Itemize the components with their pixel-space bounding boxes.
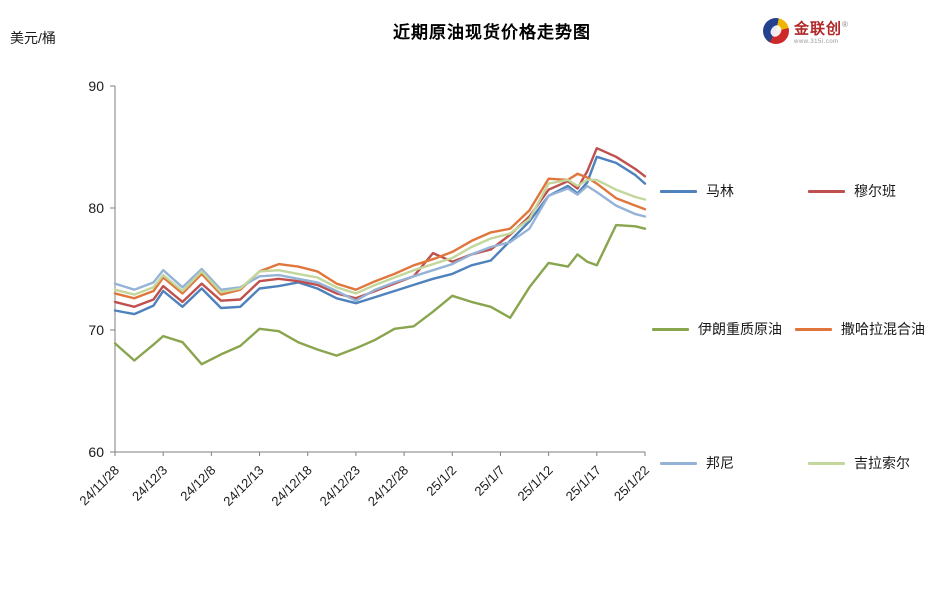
legend-label-bonny: 邦尼 — [706, 455, 734, 471]
series-line-3 — [113, 172, 647, 300]
legend-item-sahara-blend: 撒哈拉混合油 — [795, 321, 925, 337]
legend-swatch-malin — [660, 189, 697, 193]
y-tick-label: 90 — [88, 78, 104, 94]
registered-mark: ® — [842, 20, 848, 29]
legend-label-murban: 穆尔班 — [854, 183, 896, 199]
brand-name: 金联创 — [794, 20, 843, 38]
legend-item-girassol: 吉拉索尔 — [808, 455, 910, 471]
legend-swatch-bonny — [660, 461, 697, 465]
x-tick-label: 24/12/13 — [220, 463, 266, 509]
series-line-2 — [113, 223, 647, 366]
legend-label-sahara-blend: 撒哈拉混合油 — [841, 321, 925, 337]
legend-label-iran-heavy: 伊朗重质原油 — [698, 321, 782, 337]
legend-label-girassol: 吉拉索尔 — [854, 455, 910, 471]
legend-item-iran-heavy: 伊朗重质原油 — [652, 321, 782, 337]
brand-logo-icon — [763, 18, 789, 44]
x-tick-label: 25/1/22 — [611, 463, 652, 504]
legend-swatch-sahara-blend — [795, 327, 832, 331]
chart-axes — [114, 86, 645, 453]
x-tick-label: 24/12/3 — [129, 463, 170, 504]
series-line-5 — [113, 178, 647, 296]
x-tick-label: 25/1/17 — [563, 463, 604, 504]
x-tick-label: 25/1/12 — [514, 463, 555, 504]
x-tick-label: 25/1/7 — [471, 463, 507, 499]
legend-label-malin: 马林 — [706, 183, 734, 199]
x-tick-label: 24/12/8 — [177, 463, 218, 504]
series-line-4 — [113, 184, 647, 302]
y-tick-label: 70 — [88, 322, 104, 338]
brand-logo: 金联创® www.315i.com — [763, 18, 848, 45]
legend-swatch-iran-heavy — [652, 327, 689, 331]
x-tick-label: 24/12/28 — [365, 463, 411, 509]
y-tick-label: 60 — [88, 444, 104, 460]
x-tick-label: 25/1/2 — [423, 463, 459, 499]
legend-item-bonny: 邦尼 — [660, 455, 734, 471]
legend-swatch-murban — [808, 189, 845, 193]
x-tick-label: 24/11/28 — [76, 463, 122, 509]
legend-swatch-girassol — [808, 461, 845, 465]
x-tick-label: 24/12/18 — [268, 463, 314, 509]
brand-url: www.315i.com — [794, 39, 839, 46]
chart-title: 近期原油现货价格走势图 — [393, 23, 591, 42]
legend-item-murban: 穆尔班 — [808, 183, 896, 199]
y-axis-unit-label: 美元/桶 — [10, 30, 56, 46]
y-tick-label: 80 — [88, 200, 104, 216]
legend-item-malin: 马林 — [660, 183, 734, 199]
x-tick-label: 24/12/23 — [317, 463, 363, 509]
